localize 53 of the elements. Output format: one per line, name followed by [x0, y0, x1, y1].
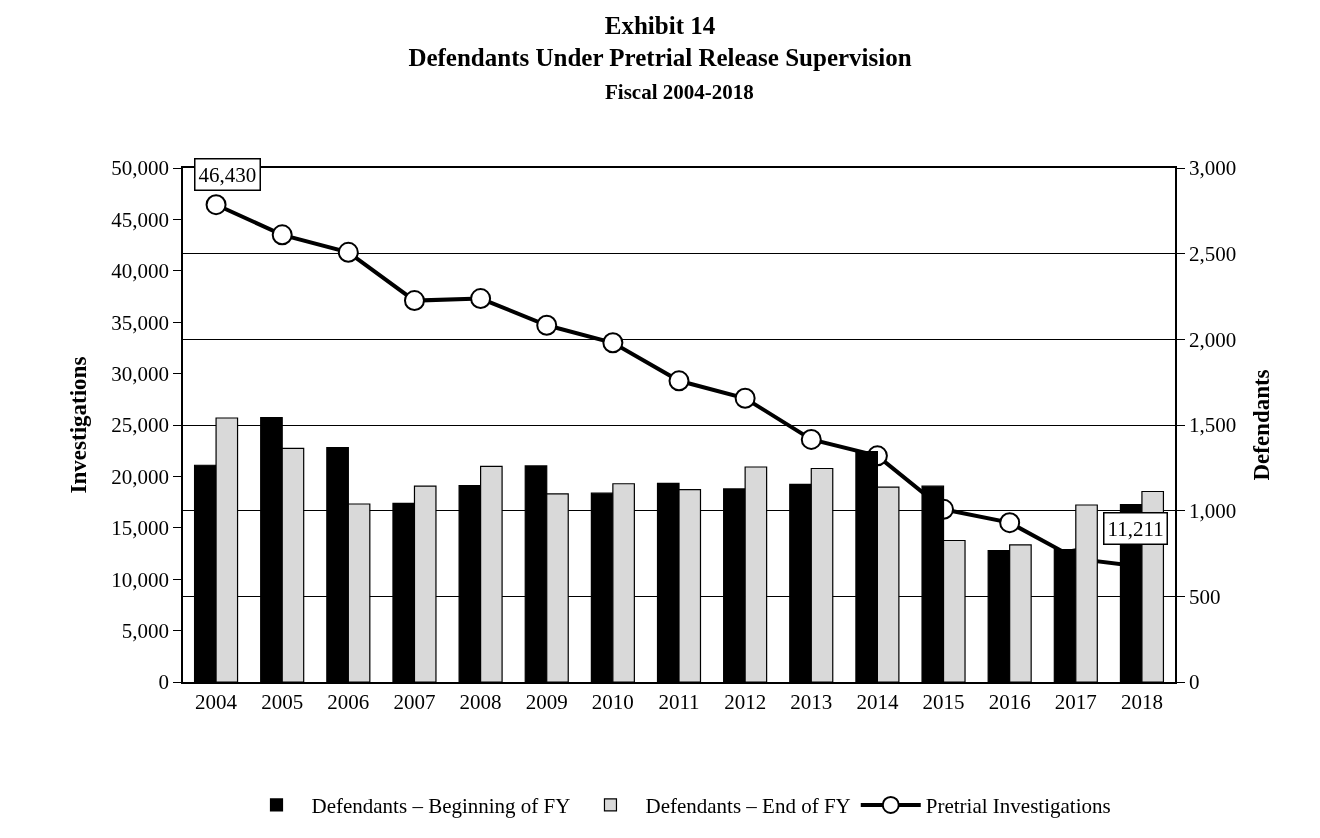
y-tick-label: 20,000: [111, 464, 170, 489]
x-tick-label: 2005: [261, 689, 304, 714]
y2-tick-label: 1,000: [1188, 499, 1237, 524]
y-tick-label: 40,000: [111, 259, 170, 284]
legend-label: Defendants – Beginning of FY: [311, 794, 571, 819]
point: [999, 512, 1021, 534]
data-label: 46,430: [198, 162, 257, 187]
y2-tick-label: 3,000: [1188, 156, 1237, 181]
y-tick-label: 25,000: [111, 413, 170, 438]
y-tick-label: 30,000: [111, 361, 170, 386]
chart-title: Exhibit 14 Defendants Under Pretrial Release Supervision: [408, 11, 912, 72]
chart-subtitle: Fiscal 2004-2018: [605, 80, 754, 104]
x-tick-label: 2015: [922, 689, 965, 714]
y-tick-label: 45,000: [111, 207, 170, 232]
x-tick-label: 2012: [724, 689, 767, 714]
x-tick-label: 2004: [195, 689, 238, 714]
x-tick-label: 2007: [393, 689, 436, 714]
x-tick-label: 2018: [1120, 689, 1163, 714]
x-tick-label: 2006: [327, 689, 370, 714]
legend-label: Pretrial Investigations: [925, 794, 1111, 819]
y-tick-label: 10,000: [111, 567, 170, 592]
point: [536, 314, 558, 336]
data-label: 11,211: [1107, 516, 1164, 541]
y2-tick-label: 2,000: [1188, 327, 1237, 352]
point: [668, 370, 690, 392]
point: [602, 332, 624, 354]
y2-tick-label: 2,500: [1188, 242, 1237, 267]
x-tick-label: 2009: [525, 689, 568, 714]
y2-tick-label: 1,500: [1188, 413, 1237, 438]
y-tick-label: 5,000: [121, 618, 170, 643]
x-tick-label: 2014: [856, 689, 899, 714]
point: [271, 224, 293, 246]
point: [403, 290, 425, 312]
y-axis-title: Investigations: [66, 356, 92, 494]
y-tick-label: 50,000: [111, 156, 170, 181]
point: [470, 288, 492, 310]
x-tick-label: 2013: [790, 689, 833, 714]
x-tick-label: 2016: [988, 689, 1031, 714]
point: [734, 387, 756, 409]
y2-tick-label: 0: [1188, 670, 1200, 695]
y2-tick-label: 500: [1188, 584, 1221, 609]
x-tick-label: 2010: [591, 689, 634, 714]
y-tick-label: 35,000: [111, 310, 170, 335]
x-tick-label: 2017: [1054, 689, 1097, 714]
x-tick-label: 2008: [459, 689, 502, 714]
legend-label: Defendants – End of FY: [645, 794, 851, 819]
y-tick-label: 0: [158, 670, 170, 695]
point: [337, 241, 359, 263]
y2-axis-title: Defendants: [1249, 369, 1275, 481]
point: [800, 428, 822, 450]
y-tick-label: 15,000: [111, 516, 170, 541]
point: [205, 194, 227, 216]
x-tick-label: 2011: [658, 689, 700, 714]
